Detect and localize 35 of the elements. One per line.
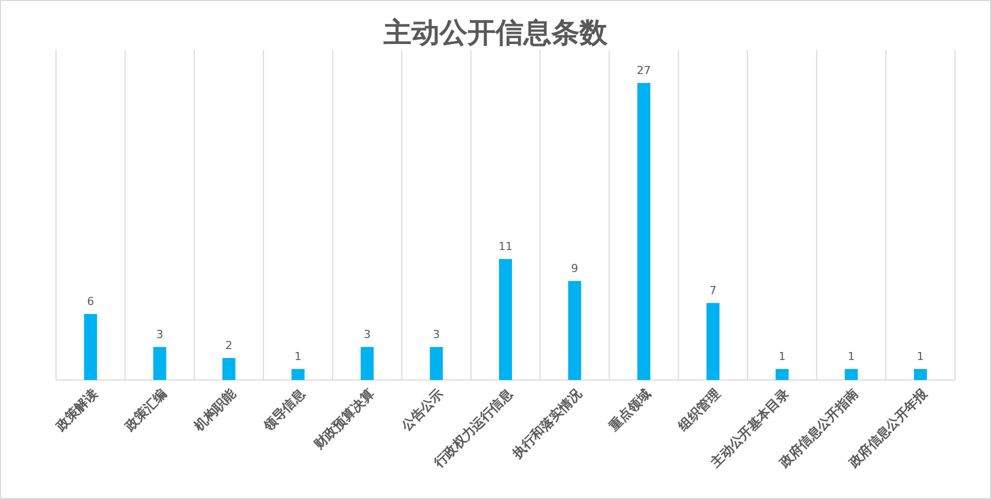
- bar: [430, 347, 443, 380]
- bar: [568, 281, 582, 380]
- data-label: 7: [709, 284, 716, 297]
- bar: [292, 369, 305, 380]
- data-label: 6: [87, 295, 94, 308]
- data-label: 1: [778, 350, 786, 363]
- bar: [637, 83, 650, 380]
- x-tick-label: 政策汇编: [121, 386, 170, 435]
- bar: [360, 347, 374, 380]
- x-tick-label: 财政预算决算: [310, 386, 378, 454]
- x-tick-label: 机构职能: [190, 385, 240, 435]
- x-tick-label: 公告公示: [398, 386, 447, 435]
- bar: [153, 347, 166, 380]
- bar: [706, 303, 720, 380]
- data-label: 3: [156, 328, 164, 341]
- bar: [844, 369, 858, 380]
- data-label: 27: [636, 64, 651, 77]
- data-label: 3: [364, 328, 371, 341]
- bar: [499, 259, 512, 380]
- chart-title: 主动公开信息条数: [382, 16, 608, 49]
- data-label: 1: [294, 350, 302, 363]
- x-tick-label: 重点领域: [605, 386, 654, 435]
- data-label: 2: [225, 339, 232, 352]
- data-label: 3: [432, 328, 440, 341]
- bar: [84, 314, 98, 380]
- data-label: 1: [848, 350, 855, 363]
- bar: [776, 369, 789, 380]
- x-tick-label: 组织管理: [675, 386, 724, 435]
- bar: [222, 358, 236, 380]
- x-tick-label: 政策解读: [52, 386, 101, 435]
- data-label: 1: [916, 350, 924, 363]
- x-tick-label: 领导信息: [260, 385, 310, 435]
- bar: [914, 369, 927, 380]
- data-label: 11: [498, 240, 512, 253]
- data-label: 9: [571, 262, 578, 275]
